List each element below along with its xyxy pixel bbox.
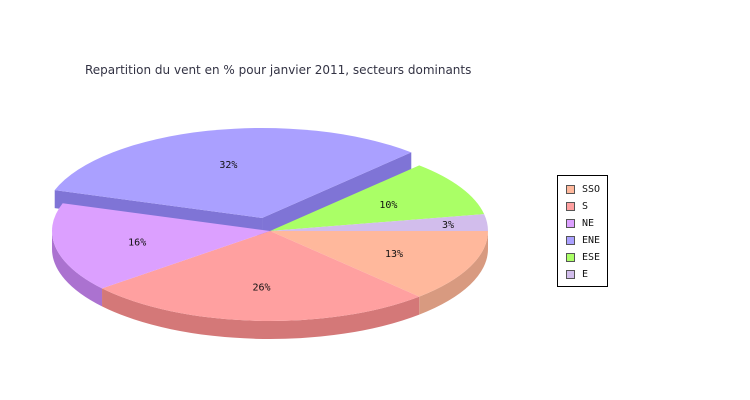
legend-label-ene: ENE xyxy=(582,235,601,246)
slice-wall-ene-1 xyxy=(262,152,412,236)
legend-swatch-s xyxy=(566,202,575,211)
slice-s xyxy=(102,231,420,321)
slice-ne xyxy=(52,203,270,289)
legend-swatch-ene xyxy=(566,236,575,245)
slice-label-e: 3% xyxy=(442,220,454,231)
slice-label-ese: 10% xyxy=(379,200,397,211)
legend-label-ne: NE xyxy=(582,218,595,229)
legend-item-e: E xyxy=(566,266,607,283)
legend-label-s: S xyxy=(582,201,589,212)
chart-title: Repartition du vent en % pour janvier 20… xyxy=(85,63,472,77)
slice-label-s: 26% xyxy=(252,283,270,294)
slice-ene xyxy=(54,127,412,218)
legend-label-e: E xyxy=(582,269,589,280)
legend-item-ne: NE xyxy=(566,215,607,232)
slice-side-s xyxy=(102,288,420,340)
slice-label-ene: 32% xyxy=(219,160,237,171)
slice-side-sso xyxy=(419,231,488,315)
legend-label-ese: ESE xyxy=(582,252,601,263)
slice-side-ne xyxy=(51,231,103,307)
legend-item-sso: SSO xyxy=(566,181,607,198)
slice-label-sso: 13% xyxy=(385,249,403,260)
legend-swatch-ese xyxy=(566,253,575,262)
slice-label-ne: 16% xyxy=(128,238,146,249)
slice-ese xyxy=(270,165,485,231)
legend-swatch-sso xyxy=(566,185,575,194)
legend-item-ese: ESE xyxy=(566,249,607,266)
legend-item-s: S xyxy=(566,198,607,215)
legend-label-sso: SSO xyxy=(582,184,601,195)
legend-item-ene: ENE xyxy=(566,232,607,249)
legend-swatch-e xyxy=(566,270,575,279)
legend-swatch-ne xyxy=(566,219,575,228)
slice-sso xyxy=(270,231,488,297)
slice-e xyxy=(270,214,488,231)
chart-legend: SSO S NE ENE ESE E xyxy=(557,175,608,287)
